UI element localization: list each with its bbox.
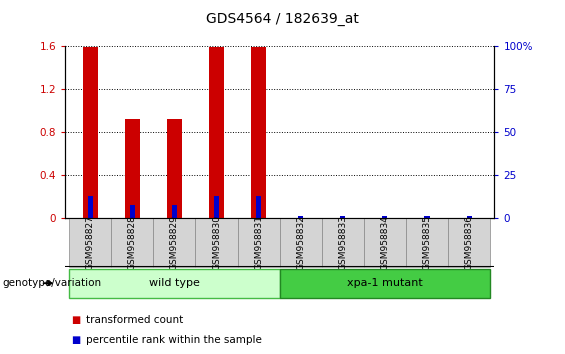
Bar (153, 218, 195, 267)
Text: GSM958835: GSM958835 (423, 215, 432, 270)
Text: GSM958834: GSM958834 (380, 215, 389, 270)
Bar (406, 218, 448, 267)
Text: GSM958829: GSM958829 (170, 215, 179, 270)
Bar (251, 47, 266, 218)
Bar (280, 218, 322, 267)
Bar (172, 205, 177, 218)
Bar (280, 269, 490, 297)
Bar (125, 119, 140, 218)
Text: xpa-1 mutant: xpa-1 mutant (347, 278, 423, 288)
Bar (424, 216, 429, 218)
Bar (214, 196, 219, 218)
Bar (467, 216, 472, 218)
Bar (237, 218, 280, 267)
Text: ■: ■ (71, 335, 80, 345)
Text: GDS4564 / 182639_at: GDS4564 / 182639_at (206, 12, 359, 27)
Bar (195, 218, 237, 267)
Text: GSM958827: GSM958827 (86, 215, 95, 270)
Text: genotype/variation: genotype/variation (3, 278, 102, 288)
Bar (88, 196, 93, 218)
Bar (448, 218, 490, 267)
Text: GSM958828: GSM958828 (128, 215, 137, 270)
Bar (69, 218, 111, 267)
Bar (340, 216, 345, 218)
Bar (130, 205, 135, 218)
Text: GSM958831: GSM958831 (254, 215, 263, 270)
Bar (209, 47, 224, 218)
Text: ■: ■ (71, 315, 80, 325)
Bar (298, 216, 303, 218)
Text: percentile rank within the sample: percentile rank within the sample (86, 335, 262, 345)
Bar (167, 119, 182, 218)
Bar (69, 269, 280, 297)
Text: GSM958832: GSM958832 (296, 215, 305, 270)
Bar (364, 218, 406, 267)
Bar (83, 47, 98, 218)
Text: GSM958836: GSM958836 (464, 215, 473, 270)
Bar (322, 218, 364, 267)
Text: transformed count: transformed count (86, 315, 184, 325)
Bar (383, 216, 388, 218)
Text: wild type: wild type (149, 278, 200, 288)
Text: GSM958830: GSM958830 (212, 215, 221, 270)
Bar (256, 196, 261, 218)
Text: GSM958833: GSM958833 (338, 215, 347, 270)
Bar (111, 218, 153, 267)
